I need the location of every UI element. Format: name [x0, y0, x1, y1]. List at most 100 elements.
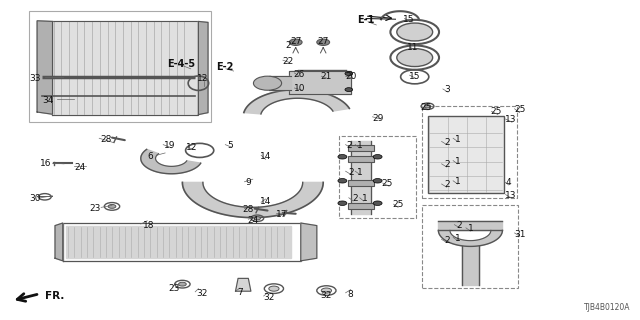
Text: 1: 1 — [358, 168, 363, 177]
Text: 1: 1 — [362, 194, 367, 203]
Text: 14: 14 — [260, 152, 271, 161]
Text: 18: 18 — [143, 221, 154, 230]
Bar — [339, 136, 416, 218]
Text: 2: 2 — [346, 141, 351, 150]
Text: 1: 1 — [455, 135, 460, 144]
Polygon shape — [462, 246, 479, 285]
Text: FR.: FR. — [45, 291, 64, 301]
Text: 14: 14 — [260, 197, 271, 206]
Circle shape — [321, 288, 332, 293]
Bar — [29, 11, 211, 122]
Text: 9: 9 — [246, 178, 251, 187]
Circle shape — [338, 201, 347, 205]
Text: 6: 6 — [148, 152, 153, 161]
Text: E-4-5: E-4-5 — [167, 59, 195, 69]
Text: 25: 25 — [514, 105, 525, 114]
Text: 3: 3 — [444, 85, 449, 94]
Text: 1: 1 — [468, 224, 473, 233]
Polygon shape — [52, 21, 198, 115]
Text: 27: 27 — [290, 37, 301, 46]
Text: 1: 1 — [455, 157, 460, 166]
Text: 29: 29 — [372, 114, 383, 123]
Text: 25: 25 — [381, 180, 393, 188]
Bar — [291, 71, 349, 86]
Text: 19: 19 — [164, 141, 175, 150]
Text: 24: 24 — [74, 163, 86, 172]
Text: 5: 5 — [228, 141, 233, 150]
Circle shape — [373, 155, 382, 159]
Text: E-1: E-1 — [357, 15, 375, 25]
Text: 1: 1 — [358, 141, 363, 150]
Text: 23: 23 — [89, 204, 100, 213]
Circle shape — [338, 179, 347, 183]
Text: 2: 2 — [348, 168, 353, 177]
Polygon shape — [55, 223, 63, 261]
Polygon shape — [289, 71, 351, 94]
Text: 10: 10 — [294, 84, 305, 93]
Text: 20: 20 — [345, 72, 356, 81]
Circle shape — [108, 204, 116, 208]
Circle shape — [345, 72, 353, 76]
Text: 24: 24 — [247, 216, 259, 225]
Text: 30: 30 — [29, 194, 41, 203]
Text: 2: 2 — [353, 194, 358, 203]
Circle shape — [289, 39, 302, 45]
Text: 27: 27 — [317, 37, 329, 46]
Polygon shape — [37, 21, 52, 114]
Text: 2: 2 — [285, 41, 291, 50]
Bar — [422, 106, 517, 198]
Circle shape — [338, 155, 347, 159]
Text: 11: 11 — [407, 43, 419, 52]
Circle shape — [397, 49, 433, 67]
Text: 12: 12 — [186, 143, 198, 152]
Text: 2: 2 — [444, 180, 449, 189]
Text: 7: 7 — [237, 288, 243, 297]
Circle shape — [253, 76, 282, 90]
Text: 32: 32 — [196, 289, 207, 298]
Text: 13: 13 — [505, 191, 516, 200]
Bar — [348, 145, 374, 151]
Polygon shape — [438, 230, 502, 246]
Circle shape — [317, 39, 330, 45]
Text: 16: 16 — [40, 159, 52, 168]
Text: 22: 22 — [282, 57, 294, 66]
Polygon shape — [301, 223, 317, 261]
Circle shape — [373, 201, 382, 205]
Text: 21: 21 — [321, 72, 332, 81]
Polygon shape — [438, 221, 502, 230]
Text: 33: 33 — [29, 74, 41, 83]
Bar — [428, 116, 504, 193]
Text: 31: 31 — [514, 230, 525, 239]
Text: 17: 17 — [276, 210, 287, 219]
Polygon shape — [236, 278, 251, 291]
Circle shape — [397, 23, 433, 41]
Text: E-2: E-2 — [216, 62, 234, 72]
Text: 28: 28 — [100, 135, 111, 144]
Polygon shape — [351, 141, 371, 214]
Text: 12: 12 — [197, 74, 209, 83]
Circle shape — [179, 282, 186, 286]
Text: 13: 13 — [505, 116, 516, 124]
Text: 25: 25 — [420, 103, 431, 112]
Bar — [422, 205, 518, 288]
Text: 2: 2 — [444, 236, 449, 245]
Text: 2: 2 — [444, 160, 449, 169]
Bar — [348, 180, 374, 186]
Text: 26: 26 — [294, 70, 305, 79]
Circle shape — [254, 217, 260, 220]
Text: 34: 34 — [42, 96, 54, 105]
Polygon shape — [269, 76, 291, 90]
Text: 2: 2 — [444, 138, 449, 147]
Text: 15: 15 — [403, 15, 414, 24]
Text: 1: 1 — [455, 177, 460, 186]
Polygon shape — [244, 90, 349, 114]
Circle shape — [345, 88, 353, 92]
Text: 15: 15 — [409, 72, 420, 81]
Circle shape — [424, 105, 431, 108]
Polygon shape — [66, 226, 291, 258]
Text: 28: 28 — [243, 205, 254, 214]
Text: 8: 8 — [348, 290, 353, 299]
Text: 2: 2 — [457, 221, 462, 230]
Text: 23: 23 — [168, 284, 180, 293]
Text: 1: 1 — [455, 234, 460, 243]
